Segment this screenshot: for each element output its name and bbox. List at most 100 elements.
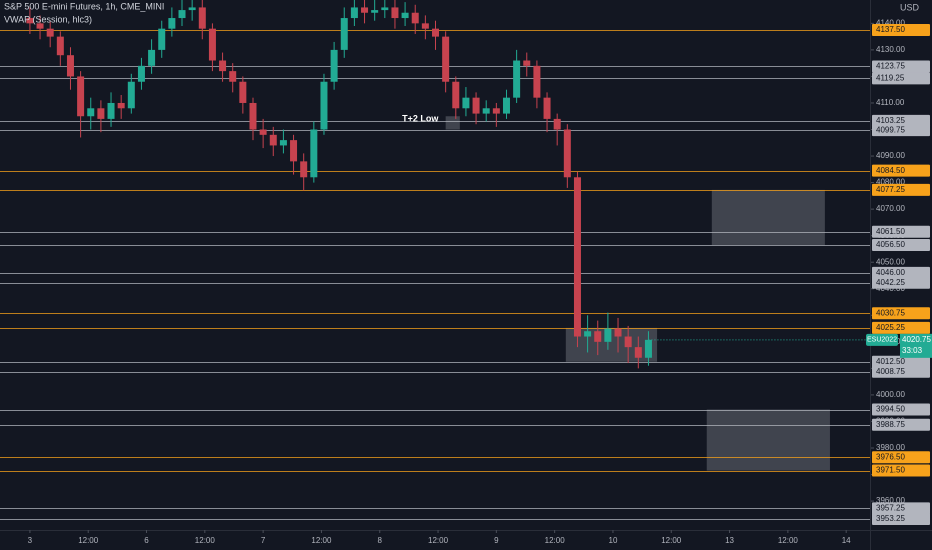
level-label-box	[872, 403, 930, 416]
candle-body	[513, 60, 521, 98]
candle-body	[229, 71, 237, 82]
countdown: 33:03	[902, 346, 923, 355]
candle-body	[462, 97, 470, 109]
candle-body	[543, 97, 551, 119]
candle-body	[371, 10, 379, 13]
candle-body	[290, 140, 298, 162]
candle-body	[87, 108, 95, 117]
x-tick-label: 6	[144, 536, 149, 545]
candle-body	[320, 81, 328, 130]
plot-area: T+2 Low	[0, 0, 870, 520]
x-tick-label: 12:00	[428, 536, 449, 545]
level-label-box	[872, 60, 930, 73]
candle-body	[56, 36, 64, 56]
level-label: 3957.25	[876, 503, 905, 512]
candle-body	[97, 108, 105, 119]
x-tick-label: 12:00	[78, 536, 99, 545]
chart-title: S&P 500 E-mini Futures, 1h, CME_MINI	[4, 1, 164, 11]
x-tick-label: 10	[609, 536, 618, 545]
level-label: 4030.75	[876, 308, 905, 317]
candle-body	[563, 129, 571, 178]
y-tick-label: 3980.00	[876, 443, 905, 452]
candle-body	[178, 10, 186, 19]
last-price-label: 4020.75	[902, 335, 931, 344]
candle-body	[198, 7, 206, 29]
candle-body	[472, 97, 480, 114]
candle-body	[310, 129, 318, 178]
candle-body	[614, 328, 622, 337]
candle-body	[482, 108, 490, 114]
y-tick-label: 4070.00	[876, 204, 905, 213]
level-label: 4099.75	[876, 125, 905, 134]
y-tick-label: 4130.00	[876, 45, 905, 54]
candle-body	[188, 7, 196, 11]
candle-body	[219, 60, 227, 72]
candle-body	[137, 65, 145, 82]
level-label-box	[872, 418, 930, 431]
level-label: 3976.50	[876, 452, 905, 461]
y-tick-label: 4140.00	[876, 18, 905, 27]
candle-body	[624, 336, 632, 348]
level-label-box	[872, 355, 930, 368]
zone	[711, 189, 825, 245]
level-label: 4119.25	[876, 74, 905, 83]
level-label: 4046.00	[876, 268, 905, 277]
y-tick-label: 4000.00	[876, 390, 905, 399]
y-tick-label: 3960.00	[876, 496, 905, 505]
candle-body	[279, 140, 287, 146]
candle-body	[249, 102, 257, 130]
candle-body	[77, 76, 85, 117]
level-label-box	[872, 23, 930, 36]
x-tick-label: 9	[494, 536, 499, 545]
price-axis: 3960.003970.003980.003990.004000.004010.…	[870, 18, 932, 525]
candle-body	[381, 7, 389, 11]
level-label: 4137.50	[876, 25, 905, 34]
level-label-box	[872, 164, 930, 177]
candle-body	[421, 23, 429, 29]
level-label-box	[872, 307, 930, 320]
zone	[706, 409, 830, 471]
candle-body	[644, 339, 652, 358]
x-tick-label: 12:00	[195, 536, 216, 545]
x-tick-label: 13	[725, 536, 734, 545]
symbol-label: ESU2022	[867, 337, 897, 344]
level-label-box	[872, 451, 930, 464]
level-label-box	[872, 464, 930, 477]
candle-body	[442, 36, 450, 82]
candle-body	[300, 161, 308, 178]
level-label: 4061.50	[876, 227, 905, 236]
candle-body	[26, 18, 34, 24]
x-tick-label: 12:00	[661, 536, 682, 545]
x-tick-label: 12:00	[311, 536, 332, 545]
level-label: 4123.75	[876, 62, 905, 71]
candle-body	[401, 12, 409, 19]
x-tick-label: 3	[28, 536, 33, 545]
y-tick-label: 4050.00	[876, 257, 905, 266]
y-tick-label: 4110.00	[876, 98, 905, 107]
candle-body	[573, 177, 581, 337]
annotation: T+2 Low	[402, 113, 439, 123]
zone	[445, 116, 460, 130]
level-label-box	[872, 225, 930, 238]
zone	[565, 327, 658, 362]
candle-body	[594, 331, 602, 342]
level-label-box	[872, 365, 930, 378]
candle-body	[168, 18, 176, 29]
candle-body	[502, 97, 510, 114]
candle-body	[604, 328, 612, 342]
candle-body	[158, 28, 166, 50]
level-label-box	[872, 266, 930, 279]
level-label-box	[872, 276, 930, 289]
level-label-box	[872, 183, 930, 196]
x-tick-label: 12:00	[545, 536, 566, 545]
candle-body	[361, 7, 369, 13]
level-label: 4042.25	[876, 278, 905, 287]
x-tick-label: 7	[261, 536, 266, 545]
x-tick-label: 12:00	[778, 536, 799, 545]
level-label: 4008.75	[876, 367, 905, 376]
level-label: 3971.50	[876, 466, 905, 475]
candle-body	[36, 23, 44, 29]
level-label: 3953.25	[876, 514, 905, 523]
level-label-box	[872, 512, 930, 525]
